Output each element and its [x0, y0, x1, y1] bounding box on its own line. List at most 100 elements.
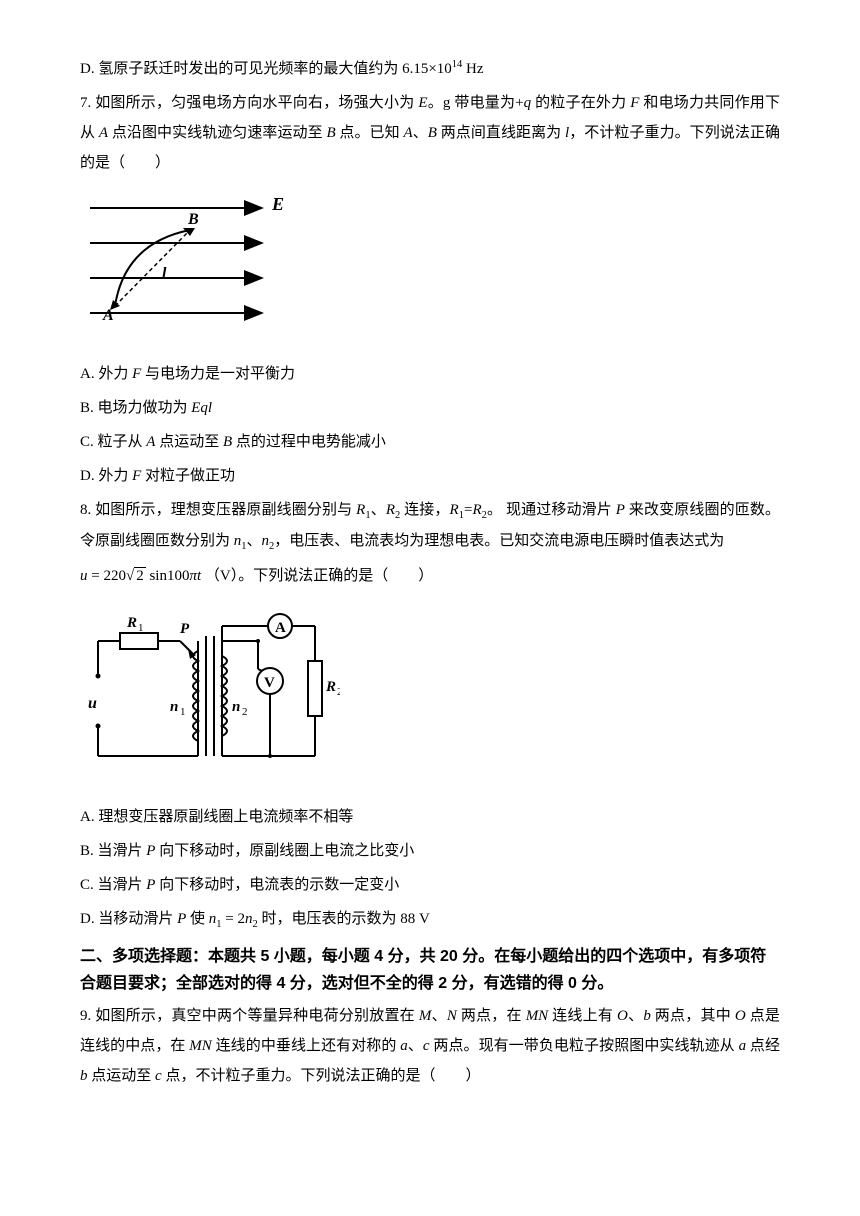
q8-od-n1s: 1: [216, 919, 221, 930]
q8-ob1: B. 当滑片: [80, 843, 146, 859]
q7-A: A: [99, 125, 108, 141]
q8-sqrt: 2: [126, 561, 146, 591]
q7-s6: 点。已知: [336, 125, 404, 141]
svg-text:n: n: [170, 699, 178, 715]
q7-oc-B: B: [223, 434, 232, 450]
q7-od2: 对粒子做正功: [141, 468, 235, 484]
q8-R2: R: [386, 502, 395, 518]
q7-oc1: C. 粒子从: [80, 434, 146, 450]
q8-fpi: π: [189, 568, 197, 584]
section2-title: 二、多项选择题：本题共 5 小题，每小题 4 分，共 20 分。在每小题给出的四…: [80, 943, 780, 997]
svg-text:2: 2: [242, 706, 248, 718]
q8-od1: D. 当移动滑片: [80, 911, 177, 927]
q7-s1: 7. 如图所示，匀强电场方向水平向右，场强大小为: [80, 95, 418, 111]
q8-sqrt2: 2: [134, 567, 146, 584]
q7-s8: 两点间直线距离为: [437, 125, 565, 141]
q7-s2: 。g 带电量为+: [428, 95, 524, 111]
q7-ob1: B. 电场力做功为: [80, 400, 191, 416]
q7-fig-B: B: [187, 211, 199, 228]
q7-oa1: A. 外力: [80, 366, 132, 382]
q7-B2: B: [428, 125, 437, 141]
q7-oc2: 点运动至: [155, 434, 223, 450]
q9-s4: 连线上有: [548, 1008, 617, 1024]
q8-funit: （V）。下列说法正确的是（ ）: [205, 568, 433, 584]
q9-M: M: [419, 1008, 432, 1024]
q9-MN2: MN: [189, 1038, 212, 1054]
q7-figure: E B A l: [80, 188, 780, 349]
q9-N: N: [447, 1008, 457, 1024]
q8-oc1: C. 当滑片: [80, 877, 146, 893]
q7-svg: E B A l: [80, 188, 290, 338]
svg-text:1: 1: [180, 706, 186, 718]
q8-R1b: R: [450, 502, 459, 518]
svg-text:V: V: [264, 675, 275, 691]
q7-E: E: [418, 95, 427, 111]
q9-a: a: [400, 1038, 408, 1054]
q8-oc2: 向下移动时，电流表的示数一定变小: [155, 877, 399, 893]
q9-s13: 点，不计粒子重力。下列说法正确的是（ ）: [162, 1068, 481, 1084]
q9-s10: 两点。现有一带负电粒子按照图中实线轨迹从: [430, 1038, 739, 1054]
q7-fig-l: l: [162, 265, 167, 282]
svg-text:R: R: [126, 615, 137, 631]
q9-s11: 点经: [746, 1038, 780, 1054]
q7-od1: D. 外力: [80, 468, 132, 484]
q7-oc3: 点的过程中电势能减小: [232, 434, 386, 450]
q8-oa: A. 理想变压器原副线圈上电流频率不相等: [80, 809, 353, 825]
q9-c2: c: [155, 1068, 162, 1084]
q9-a2: a: [739, 1038, 747, 1054]
q8-formula-line: u = 220 2 sin100πt （V）。下列说法正确的是（ ）: [80, 561, 780, 591]
q9-s3: 两点，在: [457, 1008, 526, 1024]
q9-s12: 点运动至: [88, 1068, 156, 1084]
q7-B: B: [326, 125, 335, 141]
q8-P: P: [616, 502, 625, 518]
svg-text:2: 2: [337, 686, 340, 698]
q8-R2b: R: [472, 502, 481, 518]
q7-s7: 、: [413, 125, 428, 141]
q7-s3: 的粒子在外力: [531, 95, 630, 111]
q6-optd-unit: Hz: [462, 61, 483, 77]
q9-b: b: [643, 1008, 651, 1024]
q7-fig-A: A: [102, 307, 114, 324]
q7-option-c: C. 粒子从 A 点运动至 B 点的过程中电势能减小: [80, 427, 780, 457]
q8-option-b: B. 当滑片 P 向下移动时，原副线圈上电流之比变小: [80, 836, 780, 866]
q8-s3: 连接，: [400, 502, 449, 518]
q8-s1: 8. 如图所示，理想变压器原副线圈分别与: [80, 502, 356, 518]
q8-s7: 、: [247, 533, 262, 549]
svg-text:n: n: [232, 699, 240, 715]
q9-s6: 两点，其中: [651, 1008, 735, 1024]
svg-text:R: R: [325, 679, 336, 695]
q8-R1: R: [356, 502, 365, 518]
q7-oa-F: F: [132, 366, 141, 382]
q9-s5: 、: [628, 1008, 643, 1024]
svg-text:P: P: [180, 621, 190, 637]
q8-od3: 时，电压表的示数为 88 V: [258, 911, 430, 927]
q7-stem: 7. 如图所示，匀强电场方向水平向右，场强大小为 E。g 带电量为+q 的粒子在…: [80, 88, 780, 178]
q7-s5: 点沿图中实线轨迹匀速率运动至: [108, 125, 326, 141]
q9-O: O: [617, 1008, 628, 1024]
q8-fsin: sin100: [146, 568, 190, 584]
q8-s8: ，电压表、电流表均为理想电表。已知交流电源电压瞬时值表达式为: [274, 533, 724, 549]
svg-text:u: u: [88, 695, 97, 712]
q8-s2: 、: [371, 502, 386, 518]
svg-text:A: A: [275, 620, 286, 636]
q7-fig-E: E: [271, 194, 284, 214]
q7-oa2: 与电场力是一对平衡力: [141, 366, 295, 382]
q9-stem: 9. 如图所示，真空中两个等量异种电荷分别放置在 M、N 两点，在 MN 连线上…: [80, 1001, 780, 1091]
q9-s2: 、: [431, 1008, 446, 1024]
q9-c: c: [423, 1038, 430, 1054]
q8-svg: u R 1 P n 1 n 2 A: [80, 601, 340, 781]
q8-option-d: D. 当移动滑片 P 使 n1 = 2n2 时，电压表的示数为 88 V: [80, 904, 780, 935]
q8-n2: n: [262, 533, 270, 549]
q6-optd-text: D. 氢原子跃迁时发出的可见光频率的最大值约为 6.15×10: [80, 61, 452, 77]
q8-feq: =: [88, 568, 104, 584]
q8-ft: t: [197, 568, 201, 584]
q9-MN: MN: [526, 1008, 549, 1024]
q8-f220: 220: [103, 568, 126, 584]
q9-s1: 9. 如图所示，真空中两个等量异种电荷分别放置在: [80, 1008, 419, 1024]
q9-s9: 、: [408, 1038, 423, 1054]
q8-fu: u: [80, 568, 88, 584]
q8-option-a: A. 理想变压器原副线圈上电流频率不相等: [80, 802, 780, 832]
q9-s8: 连线的中垂线上还有对称的: [212, 1038, 400, 1054]
q8-figure: u R 1 P n 1 n 2 A: [80, 601, 780, 792]
q8-od2: 使: [186, 911, 209, 927]
